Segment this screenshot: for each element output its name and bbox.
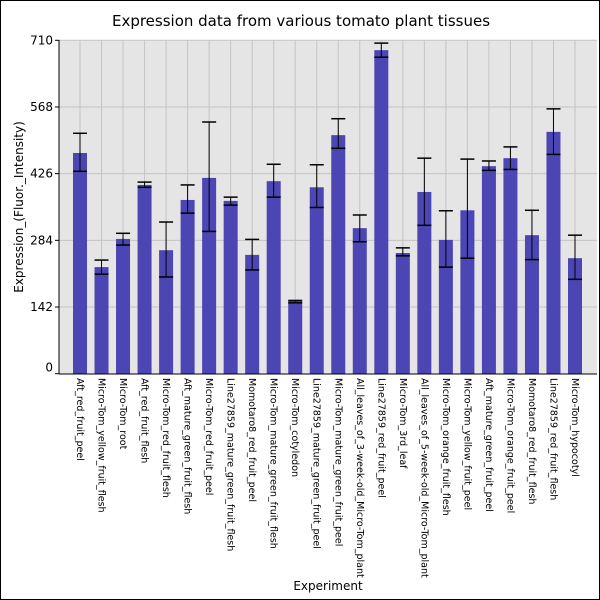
x-tick-label: Micro-Tom_cotyledon (289, 378, 300, 477)
x-tick-label: Line27859_red_fruit_peel (375, 378, 386, 498)
x-tick-label: Micro-Tom_mature_green_fruit_peel (332, 378, 343, 546)
x-tick-label: Micro-Tom_yellow_fruit_flesh (96, 378, 107, 513)
bar (352, 228, 367, 374)
bar (546, 131, 561, 374)
x-tick-label: Micro-Tom_hypocotyl (569, 378, 580, 477)
x-tick-label: Aft_mature_green_fruit_peel (483, 378, 494, 512)
x-axis-label: Experiment (293, 579, 363, 593)
y-axis-label: Expression_(Fluor._Intensity) (12, 121, 26, 293)
bar (503, 158, 518, 374)
bar (202, 177, 217, 374)
bar (331, 135, 346, 374)
x-tick-label: Momotaro8_red_fruit_peel (246, 378, 257, 502)
bar (116, 238, 131, 374)
y-tick-label: 0 (45, 361, 53, 375)
bar (481, 166, 496, 374)
bar (137, 184, 152, 374)
x-tick-label: Micro-Tom_3rd_leaf (397, 378, 408, 469)
y-tick-label: 710 (30, 33, 53, 47)
y-tick-label: 568 (30, 100, 53, 114)
x-tick-label: Aft_red_fruit_peel (74, 378, 85, 461)
x-tick-label: Micro-Tom_red_fruit_peel (203, 378, 214, 495)
x-tick-label: Aft_red_fruit_flesh (139, 378, 150, 463)
bar (223, 200, 238, 374)
x-tick-label: Micro-Tom_orange_fruit_peel (504, 378, 515, 513)
bar (417, 191, 432, 374)
bar (374, 50, 389, 374)
bar (438, 239, 453, 374)
x-tick-label: Line27859_mature_green_fruit_flesh (225, 378, 236, 551)
x-tick-label: All_leaves_of_5-week-old_Micro-Tom_plant (418, 378, 429, 578)
x-tick-label: Micro-Tom_yellow_fruit_peel (461, 378, 472, 510)
x-tick-label: Micro-Tom_red_fruit_flesh (160, 378, 171, 498)
x-tick-label: All_leaves_of_3-week-old_Micro-Tom_plant (354, 378, 365, 578)
bar (94, 267, 109, 374)
chart-title: Expression data from various tomato plan… (111, 12, 491, 30)
bar (159, 250, 174, 374)
x-tick-label: Micro-Tom_orange_fruit_flesh (440, 378, 451, 516)
bar (309, 187, 324, 374)
y-tick-label: 284 (30, 233, 53, 247)
x-tick-label: Momotaro8_red_fruit_flesh (526, 378, 537, 504)
bar (460, 210, 475, 374)
bar (245, 254, 260, 374)
x-tick-label: Micro-Tom_root (117, 378, 128, 450)
x-tick-label: Aft_mature_green_fruit_flesh (182, 378, 193, 514)
x-tick-label: Line27859_red_fruit_flesh (547, 378, 558, 500)
x-tick-label: Micro-Tom_mature_green_fruit_flesh (268, 378, 279, 549)
y-tick-label: 142 (30, 300, 53, 314)
bar (288, 300, 303, 374)
bar (568, 258, 582, 374)
bar (395, 253, 410, 374)
x-tick-label: Line27859_mature_green_fruit_peel (311, 378, 322, 549)
bar (180, 199, 195, 374)
bar (524, 235, 539, 374)
bar (73, 152, 87, 374)
bar (266, 181, 281, 374)
y-tick-label: 426 (30, 167, 53, 181)
